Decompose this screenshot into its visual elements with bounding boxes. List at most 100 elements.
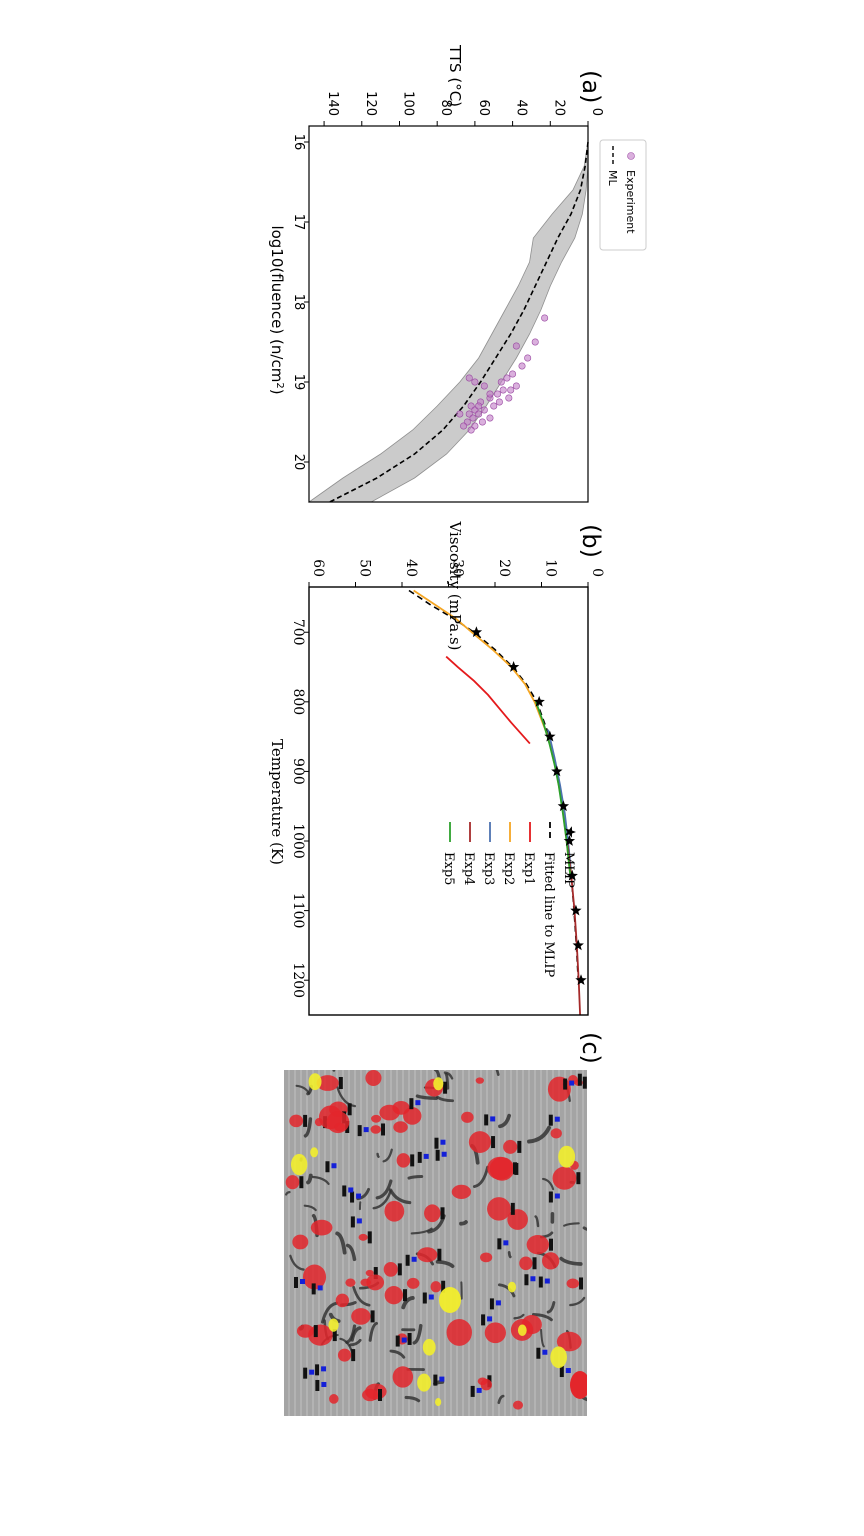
defect-red-marker (475, 1077, 484, 1084)
dislocation-line (412, 1323, 423, 1345)
tts-ytick-label: 120 (363, 91, 378, 116)
viscosity-chart-xlabel: Temperature (K) (268, 739, 286, 865)
defect-label-tag (397, 1263, 402, 1276)
dislocation-line (563, 1222, 580, 1227)
defect-red-marker (370, 1125, 382, 1134)
tts-xtick-label: 19 (291, 374, 306, 391)
tts-ytick-label: 40 (514, 99, 529, 116)
tts-ytick-label: 80 (438, 99, 453, 116)
defect-label-tag (484, 1114, 489, 1126)
viscosity-mlip-point (551, 765, 563, 777)
viscosity-legend-mlip-marker (565, 826, 576, 838)
dislocation-line (472, 1165, 490, 1189)
panel-c: (c) (284, 1032, 605, 1416)
defect-label-tag (299, 1176, 304, 1189)
panel-b: (b) 700 800 900 1000 1100 1200 0 10 20 30 40 50 60 V… (268, 520, 605, 1016)
defect-label-tag (441, 1280, 446, 1293)
defect-label-tag (579, 1277, 584, 1290)
defect-label-tag (491, 1136, 496, 1149)
defect-blue-marker (544, 1278, 550, 1284)
defect-red-marker (296, 1324, 314, 1338)
defect-label-tag (433, 1374, 438, 1386)
defect-blue-marker (440, 1139, 446, 1145)
defect-label-tag (347, 1103, 352, 1116)
defect-label-tag (351, 1349, 356, 1362)
defect-red-marker (360, 1278, 371, 1287)
defect-red-marker (371, 1114, 382, 1123)
defect-yellow-marker (435, 1398, 442, 1407)
defect-blue-marker (542, 1349, 548, 1355)
viscosity-mlip-point (533, 695, 545, 707)
dislocation-line (498, 1113, 511, 1129)
tts-experiment-point (471, 378, 479, 386)
tts-xtick-label: 18 (291, 294, 306, 311)
defect-red-marker (487, 1156, 513, 1180)
dislocation-line (348, 1338, 362, 1347)
defect-label-tag (303, 1114, 308, 1127)
defect-red-marker (365, 1269, 374, 1277)
viscosity-mlip-point (557, 800, 570, 812)
defect-label-tag (350, 1191, 355, 1203)
tts-experiment-point (512, 382, 520, 390)
defect-yellow-marker (550, 1346, 567, 1369)
defect-label-tag (367, 1231, 372, 1244)
defect-label-tag (402, 1289, 407, 1302)
defect-blue-marker (441, 1151, 447, 1157)
dislocation-line (382, 1148, 393, 1163)
defect-label-tag (582, 1076, 587, 1089)
tts-experiment-point (541, 314, 549, 322)
dislocation-line (582, 1226, 587, 1231)
defect-label-tag (532, 1257, 537, 1270)
defect-label-tag (313, 1325, 318, 1338)
dislocation-line (368, 1321, 378, 1342)
defect-red-marker (335, 1293, 350, 1308)
viscosity-series-exp1 (445, 655, 531, 745)
tts-ml-line (329, 141, 589, 503)
defect-yellow-marker (310, 1147, 319, 1158)
viscosity-ytick-label: 10 (543, 559, 559, 577)
viscosity-legend-label: Exp5 (441, 852, 456, 885)
dislocation-line (306, 1173, 313, 1185)
defect-blue-marker (411, 1256, 417, 1262)
tts-ytick-label: 60 (476, 99, 491, 116)
defect-red-marker (358, 1233, 368, 1241)
defect-blue-marker (428, 1294, 434, 1300)
dislocation-line (375, 1179, 393, 1200)
defect-red-marker (480, 1252, 493, 1263)
defect-red-marker (550, 1128, 562, 1139)
tts-chart-xlabel-sup: 2 (275, 382, 286, 388)
viscosity-mlip-point (575, 974, 587, 986)
tts-chart-xlabel: log10(fluence) (n/cm2) (268, 225, 286, 394)
panel-a: (a) 16 17 18 19 20 0 20 40 60 80 100 120 140 TTS (°C… (268, 44, 647, 503)
defect-label-tag (373, 1267, 378, 1280)
tts-experiment-point (456, 410, 464, 418)
dislocation-line (335, 1231, 347, 1255)
viscosity-ytick-label: 60 (310, 559, 326, 577)
defect-label-tag (437, 1248, 442, 1261)
defect-red-marker (570, 1371, 587, 1399)
viscosity-mlip-point (563, 835, 576, 846)
defect-blue-marker (415, 1100, 421, 1106)
dislocation-line (388, 1188, 412, 1205)
defect-red-marker (351, 1308, 371, 1325)
defect-red-marker (446, 1318, 472, 1346)
defect-red-marker (566, 1278, 580, 1289)
tts-experiment-point (469, 414, 477, 422)
defect-label-tag (311, 1283, 316, 1295)
tts-chart-xlabel-main: log10(fluence) (n/cm (268, 225, 286, 382)
defect-blue-marker (331, 1163, 337, 1169)
defect-label-tag (576, 1172, 581, 1185)
tts-ytick-label: 20 (551, 99, 566, 116)
defect-red-marker (396, 1153, 411, 1168)
tts-xtick-label: 17 (291, 214, 306, 231)
defect-red-marker (484, 1322, 506, 1344)
viscosity-ytick-label: 0 (589, 568, 605, 577)
tts-xtick-label: 16 (291, 134, 306, 151)
viscosity-series-exp5 (535, 701, 572, 876)
defect-red-marker (316, 1075, 339, 1091)
dislocation-line (559, 1256, 583, 1266)
defect-red-marker (451, 1184, 472, 1199)
defect-yellow-marker (290, 1153, 308, 1176)
defect-label-tag (409, 1098, 414, 1110)
